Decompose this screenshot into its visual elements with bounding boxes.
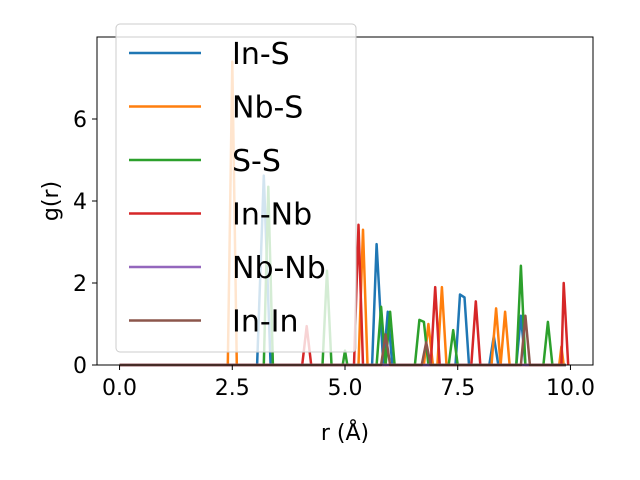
y-tick-label: 2 bbox=[73, 272, 87, 297]
x-tick-label: 0.0 bbox=[102, 376, 137, 401]
legend-label-2: S-S bbox=[232, 144, 281, 179]
legend-label-3: In-Nb bbox=[232, 198, 312, 233]
x-tick-label: 2.5 bbox=[215, 376, 250, 401]
legend-box bbox=[115, 23, 357, 353]
y-tick-label: 0 bbox=[73, 354, 87, 379]
y-tick-label: 4 bbox=[73, 190, 87, 215]
y-axis-ticks: 0 2 4 6 bbox=[73, 108, 97, 379]
legend-label-4: Nb-Nb bbox=[232, 251, 326, 286]
legend-label-1: Nb-S bbox=[232, 91, 303, 126]
legend-label-0: In-S bbox=[232, 37, 290, 72]
x-axis-ticks: 0.0 2.5 5.0 7.5 10.0 bbox=[102, 365, 595, 401]
x-tick-label: 5.0 bbox=[328, 376, 363, 401]
legend-label-5: In-In bbox=[232, 305, 299, 340]
legend: In-S Nb-S S-S In-Nb Nb-Nb In-In bbox=[115, 23, 357, 353]
y-tick-label: 6 bbox=[73, 108, 87, 133]
x-tick-label: 7.5 bbox=[440, 376, 475, 401]
x-tick-label: 10.0 bbox=[546, 376, 595, 401]
x-axis-label: r (Å) bbox=[321, 419, 369, 446]
series-line-5 bbox=[119, 314, 566, 367]
y-axis-label: g(r) bbox=[39, 181, 64, 221]
